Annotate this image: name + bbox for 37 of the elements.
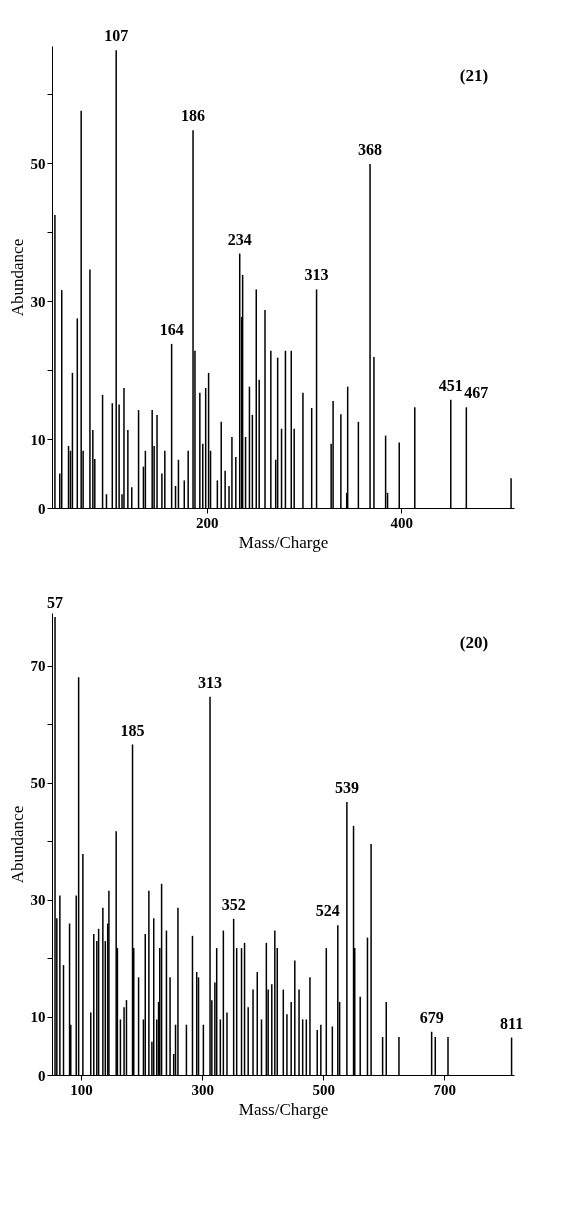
x-tick-label: 300 [191,1081,214,1098]
annotation: 524 [315,902,340,920]
x-axis-title: Mass/Charge [238,532,329,552]
y-tick-label: 0 [38,500,46,517]
annotation: 679 [419,1008,444,1026]
x-tick-label: 700 [433,1081,457,1098]
x-tick-label: 400 [390,514,413,531]
x-axis-title: Mass/Charge [238,1099,329,1119]
annotation: 164 [159,320,184,338]
y-tick-label: 70 [30,658,46,675]
annotation: (21) [459,66,489,85]
annotation: 57 [47,594,64,612]
y-tick-label: 50 [30,155,46,172]
annotation: 313 [198,673,223,691]
annotation: 352 [221,895,246,913]
y-tick-label: 10 [30,1009,46,1026]
annotation: 451 [438,376,463,394]
x-tick-label: 500 [312,1081,336,1098]
x-tick-label: 200 [195,514,219,531]
annotation: 186 [181,107,206,125]
annotation: 234 [227,230,252,248]
y-tick-label: 50 [30,775,46,792]
y-tick-label: 30 [30,892,46,909]
y-tick-label: 0 [38,1067,46,1084]
annotation: 185 [120,721,145,739]
x-tick-label: 100 [70,1081,93,1098]
y-tick-label: 10 [30,431,46,448]
annotation: (20) [459,633,489,652]
annotation: 368 [358,140,383,158]
annotation: 107 [104,27,129,45]
annotation: 313 [304,266,329,284]
y-tick-label: 30 [30,293,46,310]
annotation: 539 [334,778,359,796]
y-axis-title: Abundance [7,238,27,317]
annotation: 467 [464,384,489,402]
annotation: 811 [500,1014,524,1032]
y-axis-title: Abundance [7,805,27,884]
